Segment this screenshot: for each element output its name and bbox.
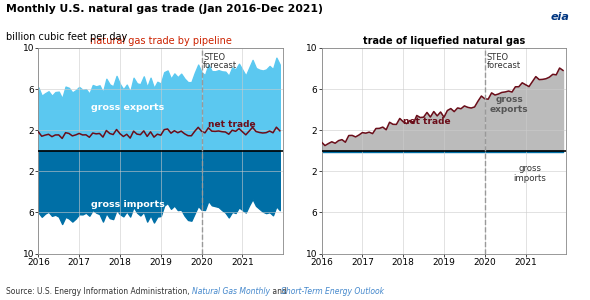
Text: net trade: net trade (403, 118, 451, 127)
Text: and: and (270, 287, 289, 296)
Text: Monthly U.S. natural gas trade (Jan 2016-Dec 2021): Monthly U.S. natural gas trade (Jan 2016… (6, 4, 323, 14)
Text: gross exports: gross exports (91, 103, 165, 112)
Title: natural gas trade by pipeline: natural gas trade by pipeline (90, 36, 232, 46)
Text: net trade: net trade (208, 119, 255, 128)
Text: STEO: STEO (203, 53, 225, 62)
Text: STEO: STEO (486, 53, 509, 62)
Title: trade of liquefied natural gas: trade of liquefied natural gas (363, 36, 525, 46)
Text: Natural Gas Monthly: Natural Gas Monthly (192, 287, 270, 296)
Text: Source: U.S. Energy Information Administration,: Source: U.S. Energy Information Administ… (6, 287, 192, 296)
Text: gross
exports: gross exports (490, 95, 529, 114)
Text: eia: eia (550, 12, 569, 22)
Text: billion cubic feet per day: billion cubic feet per day (6, 32, 127, 41)
Text: forecast: forecast (486, 61, 520, 70)
Text: gross
imports: gross imports (513, 164, 546, 183)
Text: gross imports: gross imports (91, 200, 165, 209)
Text: forecast: forecast (203, 61, 237, 70)
Text: Short-Term Energy Outlook: Short-Term Energy Outlook (281, 287, 385, 296)
